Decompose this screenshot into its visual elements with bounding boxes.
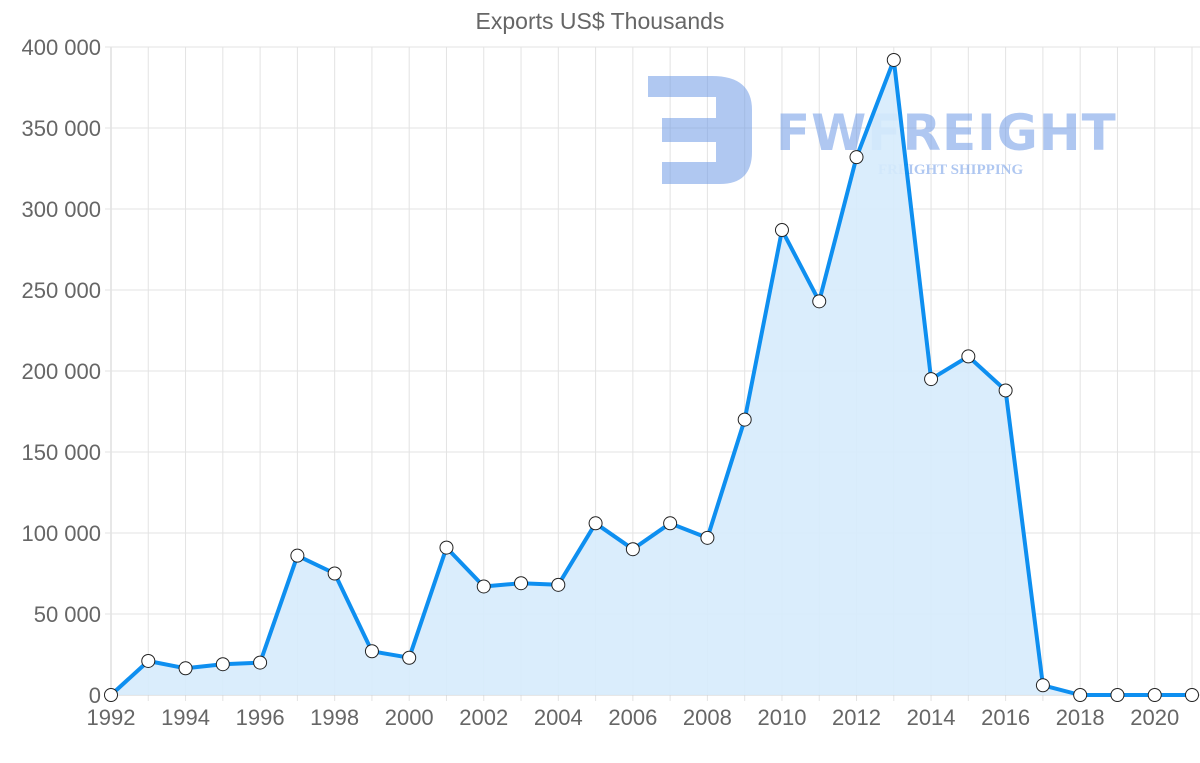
y-tick-label: 0 [89, 683, 101, 708]
chart-title: Exports US$ Thousands [475, 8, 725, 34]
data-point[interactable] [215, 657, 230, 672]
x-tick-label: 2012 [832, 705, 881, 730]
y-axis-ticks: 0 50 000 100 000 150 000 200 000 250 000 300 0… [21, 35, 101, 708]
x-tick-label: 2004 [534, 705, 583, 730]
data-point[interactable] [663, 516, 678, 531]
x-tick-label: 2020 [1130, 705, 1179, 730]
data-point[interactable] [812, 294, 827, 309]
y-tick-label: 400 000 [21, 35, 101, 60]
watermark-logo: FWFREIGHT FREIGHT SHIPPING [648, 76, 1117, 184]
y-tick-label: 200 000 [21, 359, 101, 384]
data-point[interactable] [551, 577, 566, 592]
data-point[interactable] [961, 349, 976, 364]
data-point[interactable] [1035, 678, 1050, 693]
data-point[interactable] [1110, 688, 1125, 702]
x-tick-label: 1996 [236, 705, 285, 730]
watermark-tagline: FREIGHT SHIPPING [878, 162, 1023, 178]
data-point[interactable] [1073, 688, 1088, 702]
x-tick-label: 1992 [87, 705, 136, 730]
data-point[interactable] [253, 655, 268, 670]
y-tick-label: 350 000 [21, 116, 101, 141]
area-fill [111, 60, 1192, 695]
data-point[interactable] [104, 688, 118, 702]
data-points [104, 52, 1199, 702]
data-point[interactable] [364, 644, 379, 659]
data-point[interactable] [886, 52, 901, 67]
data-point[interactable] [439, 540, 454, 555]
logo-icon [648, 76, 752, 184]
y-tick-label: 150 000 [21, 440, 101, 465]
x-tick-label: 2014 [907, 705, 956, 730]
data-point[interactable] [514, 576, 529, 591]
x-tick-label: 2018 [1056, 705, 1105, 730]
data-point[interactable] [924, 372, 939, 387]
x-tick-label: 2006 [608, 705, 657, 730]
data-point[interactable] [998, 383, 1013, 398]
x-tick-label: 1998 [310, 705, 359, 730]
data-point[interactable] [178, 661, 193, 676]
y-tick-label: 300 000 [21, 197, 101, 222]
y-tick-label: 50 000 [34, 602, 101, 627]
data-point[interactable] [1147, 688, 1162, 702]
data-point[interactable] [588, 516, 603, 531]
data-point[interactable] [327, 566, 342, 581]
x-tick-label: 1994 [161, 705, 210, 730]
data-point[interactable] [290, 548, 305, 563]
data-point[interactable] [774, 223, 789, 238]
x-axis-ticks: 1992 1994 1996 1998 2000 2002 2004 2006 2008 2010… [87, 705, 1180, 730]
x-tick-label: 2002 [459, 705, 508, 730]
x-tick-label: 2000 [385, 705, 434, 730]
data-point[interactable] [737, 412, 752, 427]
data-point[interactable] [625, 542, 640, 557]
x-tick-label: 2010 [757, 705, 806, 730]
data-point[interactable] [141, 653, 156, 668]
x-tick-label: 2016 [981, 705, 1030, 730]
data-line [109, 58, 1192, 697]
y-tick-label: 100 000 [21, 521, 101, 546]
y-tick-label: 250 000 [21, 278, 101, 303]
data-point[interactable] [476, 579, 491, 594]
data-point[interactable] [849, 150, 864, 165]
data-point[interactable] [700, 530, 715, 545]
data-point[interactable] [402, 650, 417, 665]
data-point[interactable] [1185, 688, 1199, 702]
x-tick-label: 2008 [683, 705, 732, 730]
watermark-brand: FWFREIGHT [776, 104, 1117, 162]
